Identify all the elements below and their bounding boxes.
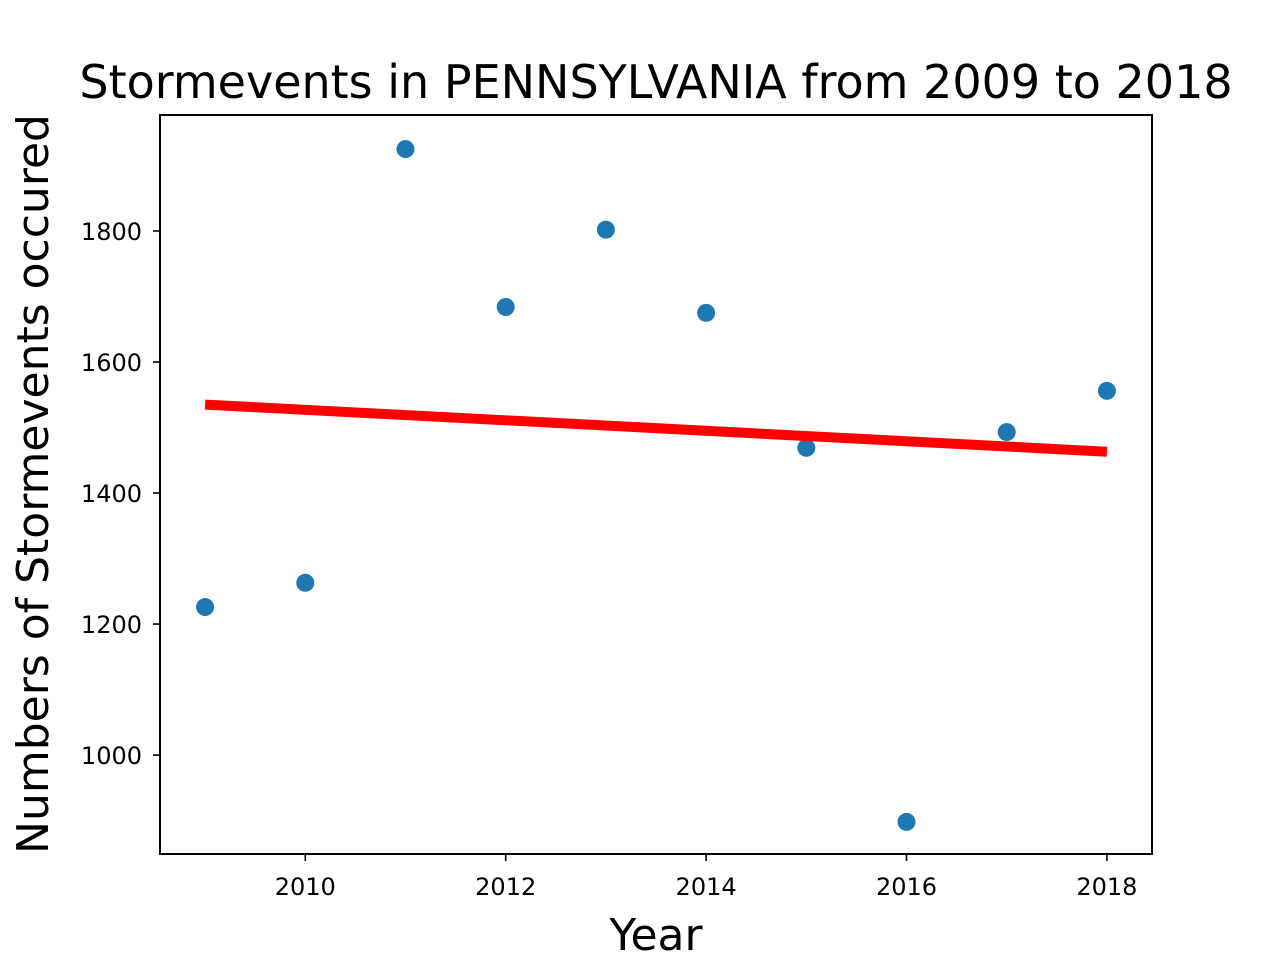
data-point <box>196 598 215 617</box>
x-axis-label: Year <box>608 910 703 960</box>
x-tick-label: 2014 <box>676 873 737 901</box>
y-tick-label: 1200 <box>81 611 142 639</box>
data-point <box>396 140 415 159</box>
data-point <box>296 573 315 592</box>
data-point <box>596 220 615 239</box>
y-tick-label: 1600 <box>81 349 142 377</box>
data-point <box>496 297 515 316</box>
x-tick-label: 2010 <box>275 873 336 901</box>
data-point <box>1097 381 1116 400</box>
y-axis-label: Numbers of Stormevents occured <box>8 114 59 854</box>
data-point <box>997 423 1016 442</box>
y-axis-ticks: 1000 1200 1400 1600 1800 <box>81 218 160 770</box>
data-point <box>697 303 716 322</box>
chart-title: Stormevents in PENNSYLVANIA from 2009 to… <box>79 55 1232 109</box>
x-tick-label: 2018 <box>1076 873 1137 901</box>
trendline <box>204 399 1108 457</box>
y-tick-label: 1800 <box>81 218 142 246</box>
data-points <box>196 140 1116 831</box>
y-tick-label: 1400 <box>81 480 142 508</box>
x-tick-label: 2016 <box>876 873 937 901</box>
data-point <box>897 812 916 831</box>
data-point <box>797 438 816 457</box>
plot-area <box>159 114 1153 855</box>
x-axis-ticks: 2010 2012 2014 2016 2018 <box>275 854 1137 901</box>
y-tick-label: 1000 <box>81 742 142 770</box>
trendline-layer <box>204 399 1108 457</box>
x-tick-label: 2012 <box>475 873 536 901</box>
